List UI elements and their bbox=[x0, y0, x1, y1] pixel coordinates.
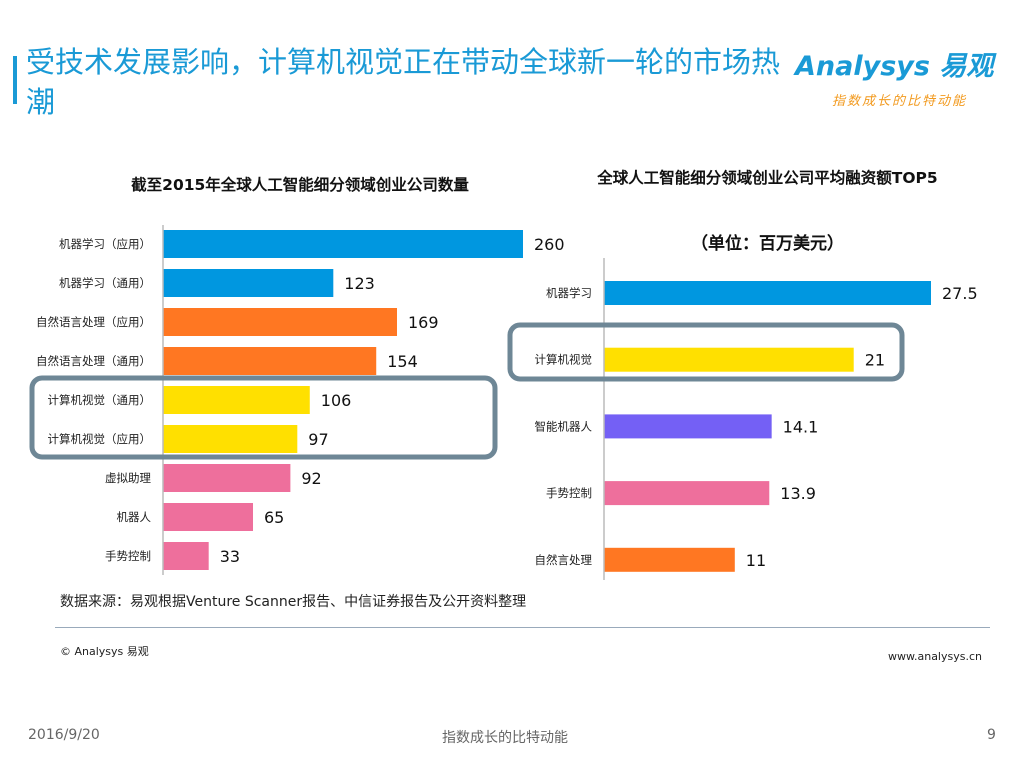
value-label: 33 bbox=[220, 547, 240, 566]
logo-slogan: 指数成长的比特动能 bbox=[832, 94, 968, 109]
value-label: 27.5 bbox=[942, 284, 978, 303]
website-link[interactable]: www.analysys.cn bbox=[888, 650, 982, 663]
category-label: 自然语言处理（通用） bbox=[36, 354, 151, 368]
category-label: 虚拟助理 bbox=[105, 471, 151, 485]
highlight-box-2 bbox=[507, 322, 905, 382]
value-label: 11 bbox=[746, 551, 766, 570]
category-label: 自然语言处理（应用） bbox=[36, 315, 151, 329]
logo: Analysys 易观 bbox=[795, 51, 994, 82]
category-label: 智能机器人 bbox=[535, 419, 593, 433]
chart1-title: 截至2015年全球人工智能细分领域创业公司数量 bbox=[131, 176, 469, 194]
category-label: 机器学习 bbox=[546, 286, 592, 300]
category-label: 计算机视觉（通用） bbox=[48, 393, 152, 407]
footer-slogan: 指数成长的比特动能 bbox=[442, 730, 568, 746]
value-label: 260 bbox=[534, 235, 565, 254]
bar-1-8 bbox=[163, 542, 209, 570]
category-label: 手势控制 bbox=[546, 486, 592, 500]
divider bbox=[55, 627, 990, 628]
category-label: 机器学习（应用） bbox=[59, 237, 151, 251]
copyright: © Analysys 易观 bbox=[60, 645, 149, 658]
value-label: 154 bbox=[387, 352, 418, 371]
bar-1-6 bbox=[163, 464, 291, 492]
bar-2-1 bbox=[604, 347, 854, 372]
bar-1-4 bbox=[163, 386, 310, 414]
value-label: 65 bbox=[264, 508, 284, 527]
category-label: 自然言处理 bbox=[535, 553, 593, 567]
value-label: 106 bbox=[321, 391, 352, 410]
page-title: 受技术发展影响，计算机视觉正在带动全球新一轮的市场热潮 bbox=[26, 45, 781, 119]
value-label: 123 bbox=[344, 274, 375, 293]
bar-2-2 bbox=[604, 414, 772, 439]
bar-1-5 bbox=[163, 425, 298, 453]
value-label: 13.9 bbox=[780, 484, 816, 503]
source-note: 数据来源：易观根据Venture Scanner报告、中信证券报告及公开资料整理 bbox=[60, 594, 527, 610]
value-label: 14.1 bbox=[783, 417, 819, 436]
bar-1-7 bbox=[163, 503, 253, 531]
page-number: 9 bbox=[987, 727, 996, 743]
bar-2-4 bbox=[604, 547, 735, 572]
category-label: 机器学习（通用） bbox=[59, 276, 151, 290]
value-label: 92 bbox=[301, 469, 321, 488]
highlight-box-1 bbox=[29, 375, 498, 460]
bar-1-2 bbox=[163, 308, 397, 336]
category-label: 计算机视觉 bbox=[535, 353, 593, 367]
value-label: 169 bbox=[408, 313, 439, 332]
bar-1-3 bbox=[163, 347, 377, 375]
chart2-subtitle: （单位：百万美元） bbox=[691, 234, 844, 254]
category-label: 手势控制 bbox=[105, 549, 151, 563]
date: 2016/9/20 bbox=[28, 727, 100, 743]
bar-1-0 bbox=[163, 230, 523, 258]
category-label: 计算机视觉（应用） bbox=[48, 432, 152, 446]
chart2-title: 全球人工智能细分领域创业公司平均融资额TOP5 bbox=[597, 169, 938, 187]
category-label: 机器人 bbox=[117, 510, 152, 524]
bar-2-0 bbox=[604, 281, 931, 305]
value-label: 97 bbox=[308, 430, 328, 449]
title-accent-bar bbox=[13, 56, 17, 104]
value-label: 21 bbox=[865, 351, 885, 370]
bar-2-3 bbox=[604, 481, 770, 506]
bar-1-1 bbox=[163, 269, 334, 297]
